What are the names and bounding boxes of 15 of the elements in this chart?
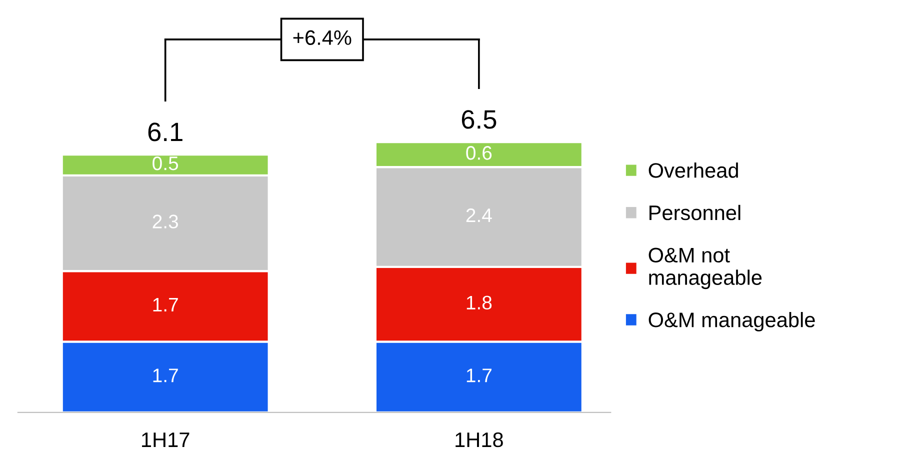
data-label: 0.6 xyxy=(466,146,492,160)
total-label: 6.1 xyxy=(148,122,182,142)
text: +6.4% xyxy=(293,30,352,46)
legend-label: O&M manageable xyxy=(648,312,815,332)
data-label: 0.5 xyxy=(152,156,178,170)
data-label: 1.7 xyxy=(153,298,178,312)
legend-label: Overhead xyxy=(648,162,738,178)
legend-label: O&M not manageable xyxy=(648,248,762,290)
data-label: 1.7 xyxy=(153,368,178,382)
total-label: 6.5 xyxy=(462,110,496,129)
legend-label: Personnel xyxy=(650,204,740,220)
x-tick-label: 1H18 xyxy=(456,432,503,448)
data-label: 1.8 xyxy=(466,296,492,310)
data-label: 1.7 xyxy=(466,368,492,382)
x-tick-label: 1H17 xyxy=(142,432,190,447)
